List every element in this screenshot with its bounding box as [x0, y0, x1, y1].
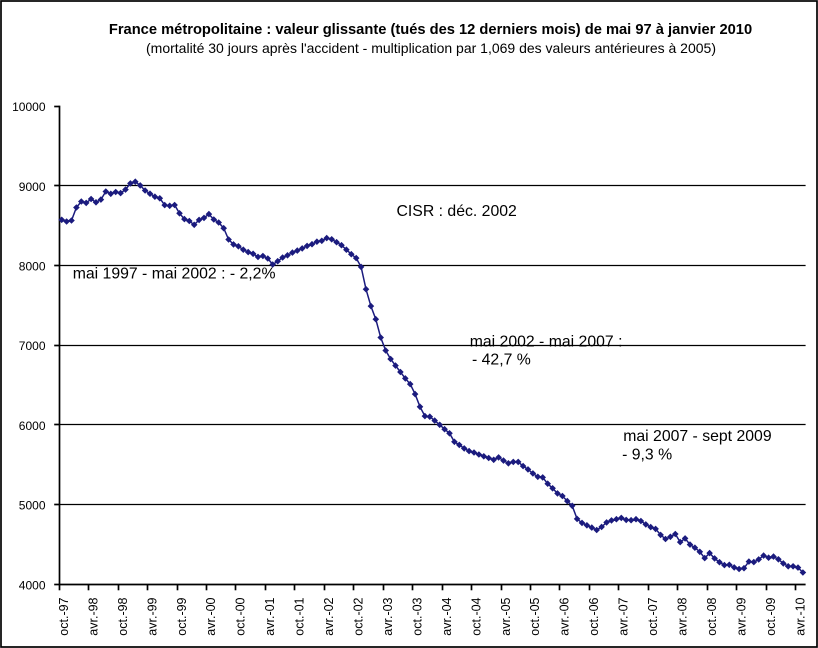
svg-text:avr.-06: avr.-06	[558, 597, 572, 635]
svg-text:oct.-08: oct.-08	[705, 597, 719, 635]
svg-text:oct.-01: oct.-01	[293, 597, 307, 635]
svg-text:oct.-99: oct.-99	[175, 597, 189, 635]
svg-text:oct.-07: oct.-07	[646, 597, 660, 635]
svg-text:oct.-04: oct.-04	[469, 597, 483, 635]
svg-text:avr.-03: avr.-03	[381, 597, 395, 635]
svg-text:avr.-05: avr.-05	[499, 597, 513, 635]
svg-text:avr.-02: avr.-02	[322, 597, 336, 635]
svg-text:5000: 5000	[19, 499, 46, 513]
svg-text:avr.-08: avr.-08	[676, 597, 690, 635]
svg-text:8000: 8000	[19, 260, 46, 274]
svg-text:10000: 10000	[12, 100, 46, 114]
svg-text:6000: 6000	[19, 419, 46, 433]
svg-text:mai 2007 - sept 2009: mai 2007 - sept 2009	[623, 428, 772, 445]
svg-text:France métropolitaine : valeur: France métropolitaine : valeur glissante…	[109, 22, 752, 38]
svg-text:mai 1997 - mai 2002 : - 2,2%: mai 1997 - mai 2002 : - 2,2%	[73, 266, 276, 283]
svg-text:7000: 7000	[19, 339, 46, 353]
svg-text:oct.-03: oct.-03	[410, 597, 424, 635]
svg-text:4000: 4000	[19, 578, 46, 592]
svg-text:oct.-05: oct.-05	[528, 597, 542, 635]
svg-text:avr.-10: avr.-10	[793, 597, 807, 635]
svg-text:avr.-09: avr.-09	[734, 597, 748, 635]
svg-text:9000: 9000	[19, 180, 46, 194]
svg-text:avr.-07: avr.-07	[617, 597, 631, 635]
svg-text:oct.-02: oct.-02	[352, 597, 366, 635]
svg-text:avr.-01: avr.-01	[263, 597, 277, 635]
svg-text:oct.-00: oct.-00	[234, 597, 248, 635]
svg-text:avr.-98: avr.-98	[86, 597, 100, 635]
svg-text:avr.-99: avr.-99	[145, 597, 159, 635]
svg-text:oct.-09: oct.-09	[764, 597, 778, 635]
svg-text:(mortalité 30 jours après l'ac: (mortalité 30 jours après l'accident - m…	[146, 40, 716, 56]
svg-text:- 9,3 %: - 9,3 %	[622, 447, 672, 464]
svg-text:avr.-04: avr.-04	[440, 597, 454, 635]
svg-text:oct.-97: oct.-97	[57, 597, 71, 635]
svg-text:- 42,7 %: - 42,7 %	[472, 352, 531, 369]
svg-text:avr.-00: avr.-00	[204, 597, 218, 635]
svg-text:mai 2002 - mai 2007 :: mai 2002 - mai 2007 :	[470, 334, 623, 351]
svg-text:oct.-98: oct.-98	[116, 597, 130, 635]
svg-text:CISR : déc. 2002: CISR : déc. 2002	[397, 203, 517, 220]
svg-text:oct.-06: oct.-06	[587, 597, 601, 635]
